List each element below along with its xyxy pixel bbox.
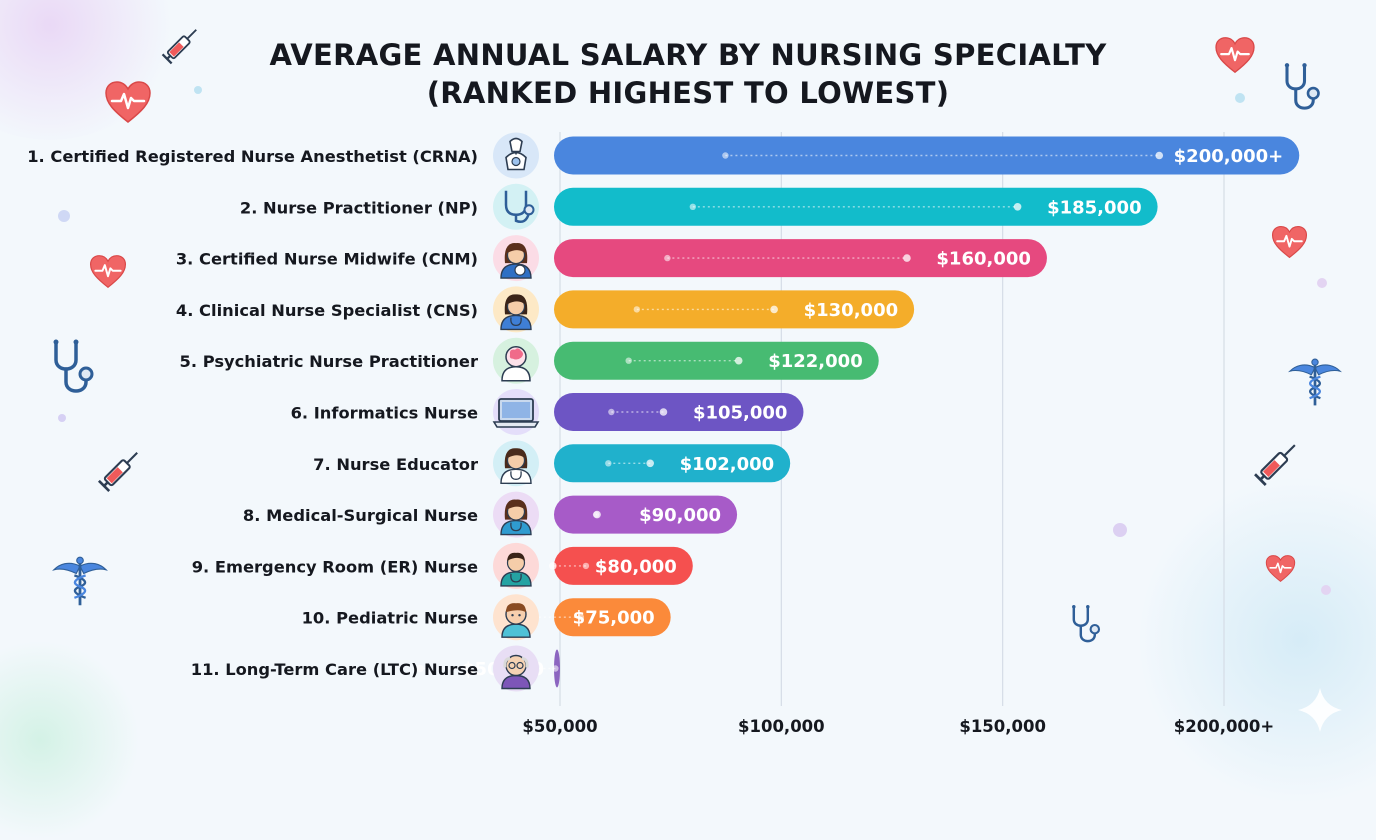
bar-guide-dot xyxy=(689,203,697,210)
bar-guide-dot xyxy=(549,562,557,570)
data-label: $90,000 xyxy=(639,505,721,526)
bar-guide-dot xyxy=(605,460,612,467)
caduceus-icon xyxy=(52,555,108,607)
nurse-educator-icon xyxy=(493,440,539,487)
category-label: 6. Informatics Nurse xyxy=(291,404,478,423)
decorative-dot xyxy=(1321,585,1331,595)
data-label: $200,000+ xyxy=(1174,146,1284,167)
x-tick-label: $100,000 xyxy=(738,717,825,736)
x-axis-ticks: $50,000 $100,000 $150,000 $200,000+ xyxy=(522,717,1274,736)
x-tick-label: $200,000+ xyxy=(1174,717,1274,736)
bar xyxy=(554,598,671,637)
heart-icon xyxy=(1265,554,1296,583)
decorative-dot xyxy=(58,210,70,222)
category-label: 4. Clinical Nurse Specialist (CNS) xyxy=(176,301,478,320)
data-label: $185,000 xyxy=(1047,197,1142,218)
title-line-1: AVERAGE ANNUAL SALARY BY NURSING SPECIAL… xyxy=(269,38,1107,72)
category-label: 2. Nurse Practitioner (NP) xyxy=(240,198,478,217)
stethoscope-icon xyxy=(51,338,94,393)
anesthesia-mask-icon xyxy=(493,132,539,179)
data-label: $130,000 xyxy=(804,300,899,321)
bar-guide-dot xyxy=(722,152,729,159)
bars: $200,000+ $185,000 $160,000 $130,000 $122,00… xyxy=(416,136,1300,688)
syringe-icon xyxy=(161,24,202,65)
data-label: $80,000 xyxy=(595,556,677,577)
bar-guide-dot xyxy=(625,357,632,364)
heart-icon xyxy=(89,254,127,289)
bar xyxy=(554,546,693,585)
bar-guide-dot xyxy=(1013,203,1022,211)
title-line-2: (RANKED HIGHEST TO LOWEST) xyxy=(426,76,950,110)
category-label: 10. Pediatric Nurse xyxy=(302,609,478,628)
bar xyxy=(554,239,1047,278)
sparkle-icon xyxy=(1298,688,1342,732)
bar xyxy=(554,187,1158,226)
x-tick-label: $150,000 xyxy=(959,717,1046,736)
medical-surgical-nurse-icon xyxy=(493,491,539,538)
category-labels: 1. Certified Registered Nurse Anesthetis… xyxy=(27,147,478,679)
stethoscope-icon xyxy=(493,183,539,230)
stethoscope-icon xyxy=(1283,61,1321,110)
psychiatric-brain-nurse-icon xyxy=(493,337,539,384)
er-nurse-icon xyxy=(493,542,539,589)
bar xyxy=(554,495,738,534)
decorative-dot xyxy=(1113,523,1127,537)
bar-guide-dot xyxy=(582,562,590,570)
heart-icon xyxy=(1271,225,1308,259)
bar xyxy=(554,393,804,431)
bar-guide-dot xyxy=(903,254,911,262)
bar-guide-dot xyxy=(659,408,668,416)
nurse-specialist-icon xyxy=(493,286,539,333)
data-label: $122,000 xyxy=(768,351,863,372)
bar-guide-dot xyxy=(734,356,743,365)
x-tick-label: $50,000 xyxy=(522,717,597,736)
bar-guide-dot xyxy=(608,408,615,416)
decorative-dot xyxy=(58,414,66,422)
laptop-icon xyxy=(492,389,540,435)
data-label: $102,000 xyxy=(680,454,775,475)
stethoscope-icon xyxy=(1070,604,1101,643)
category-label: 5. Psychiatric Nurse Practitioner xyxy=(180,352,478,371)
category-label: 9. Emergency Room (ER) Nurse xyxy=(192,557,478,576)
category-label: 7. Nurse Educator xyxy=(313,455,478,474)
chart-title: AVERAGE ANNUAL SALARY BY NURSING SPECIAL… xyxy=(0,36,1376,112)
category-label: 11. Long-Term Care (LTC) Nurse xyxy=(191,660,478,679)
syringe-icon xyxy=(1253,438,1302,487)
bar xyxy=(554,444,791,483)
bar-guide-dot xyxy=(664,254,671,262)
bar xyxy=(554,290,915,329)
category-label: 8. Medical-Surgical Nurse xyxy=(243,506,478,525)
data-label: $75,000 xyxy=(573,608,655,629)
pediatric-child-icon xyxy=(493,594,539,641)
decorative-dot xyxy=(194,86,202,94)
data-label: $105,000 xyxy=(693,403,788,424)
bar-guide-dot xyxy=(633,306,641,313)
bar-guide-dot xyxy=(552,665,559,672)
category-label: 1. Certified Registered Nurse Anesthetis… xyxy=(27,147,478,166)
category-label: 3. Certified Nurse Midwife (CNM) xyxy=(176,250,478,269)
bar-guide-dot xyxy=(416,664,424,673)
elderly-patient-icon xyxy=(493,645,539,692)
decorative-dot xyxy=(1235,93,1245,103)
bar-guide-dot xyxy=(770,305,778,314)
bar-chart: $200,000+ $185,000 $160,000 $130,000 $122,00… xyxy=(27,24,1342,736)
caduceus-icon xyxy=(1288,357,1342,407)
bar-guide-dot xyxy=(577,614,585,621)
category-icons xyxy=(492,132,540,692)
heart-icon xyxy=(1214,36,1256,74)
data-label: $160,000 xyxy=(936,249,1031,270)
decorations xyxy=(51,24,1342,732)
syringe-icon xyxy=(97,446,144,493)
midwife-holding-baby-icon xyxy=(493,235,539,282)
bar-guide-dot xyxy=(1155,151,1164,160)
bar-guide-dot xyxy=(593,510,601,519)
bar xyxy=(554,341,879,380)
decorative-dot xyxy=(1317,278,1327,288)
heart-icon xyxy=(104,80,152,124)
bar-guide-dot xyxy=(646,459,654,468)
